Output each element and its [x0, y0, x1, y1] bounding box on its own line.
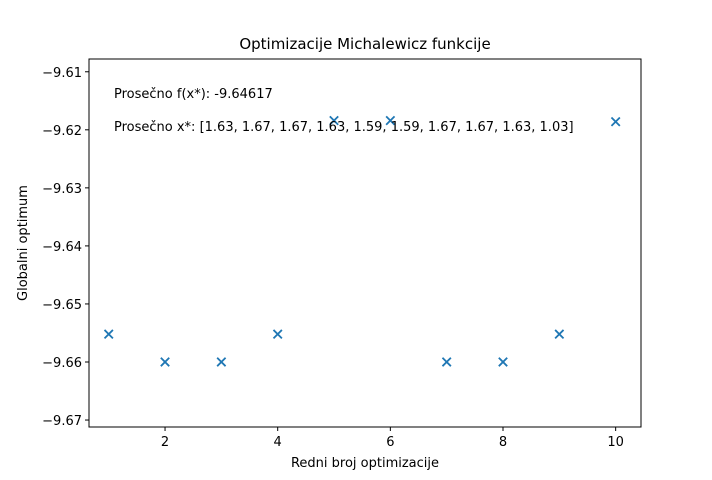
data-point	[610, 116, 621, 127]
data-point	[272, 329, 283, 339]
data-point	[441, 357, 452, 367]
data-point	[103, 329, 114, 339]
x-axis-label: Redni broj optimizacije	[291, 456, 439, 471]
data-point	[160, 357, 170, 367]
y-tick-label: −9.66	[42, 356, 82, 371]
x-tick-label: 2	[161, 435, 169, 450]
data-point	[554, 329, 565, 339]
annotation-avg-fx: Prosečno f(x*): -9.64617	[114, 87, 273, 102]
y-tick-label: −9.65	[42, 298, 82, 313]
x-tick-label: 4	[274, 435, 282, 450]
annotation-avg-x: Prosečno x*: [1.63, 1.67, 1.67, 1.63, 1.…	[114, 120, 574, 135]
x-tick-label: 10	[607, 435, 624, 450]
x-tick-label: 6	[386, 435, 394, 450]
y-tick-label: −9.63	[42, 182, 82, 197]
y-axis: −9.61 −9.62 −9.63 −9.64 −9.65 −9.66 −9.67	[42, 66, 89, 429]
data-point	[216, 357, 227, 367]
y-tick-label: −9.61	[42, 66, 82, 81]
y-tick-label: −9.67	[42, 414, 82, 429]
y-axis-label: Globalni optimum	[16, 185, 31, 301]
data-point	[498, 357, 508, 367]
x-tick-label: 8	[499, 435, 507, 450]
y-tick-label: −9.62	[42, 124, 82, 139]
x-axis: 2 4 6 8 10	[161, 427, 624, 450]
chart-title: Optimizacije Michalewicz funkcije	[239, 35, 490, 53]
data-point	[329, 115, 339, 126]
data-point	[385, 115, 396, 126]
y-tick-label: −9.64	[42, 240, 82, 255]
data-points	[103, 115, 621, 367]
plot-area-frame	[88, 58, 642, 428]
